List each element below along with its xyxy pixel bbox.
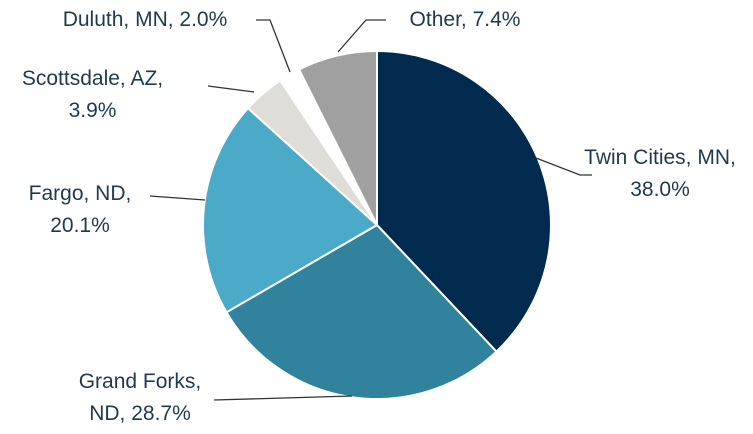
pie-slice [225,223,498,400]
data-label: Fargo, ND, 20.1% [28,182,132,237]
pie-slice [202,106,379,314]
leader-line [535,157,592,176]
leaders [149,19,592,401]
data-label: Other, 7.4% [409,8,521,31]
data-label: Scottsdale, AZ, 3.9% [21,67,164,122]
pie-slice [297,49,378,226]
data-label: Duluth, MN, 2.0% [62,8,228,31]
leader-line [337,19,386,53]
leader-line [213,395,353,401]
leader-line [149,195,206,201]
data-label: Twin Cities, MN, 38.0% [584,146,736,201]
leader-line [207,85,255,93]
pie-slice [376,49,552,353]
leader-line [256,19,291,73]
slices [202,49,552,400]
data-label: Grand Forks, ND, 28.7% [78,370,202,425]
